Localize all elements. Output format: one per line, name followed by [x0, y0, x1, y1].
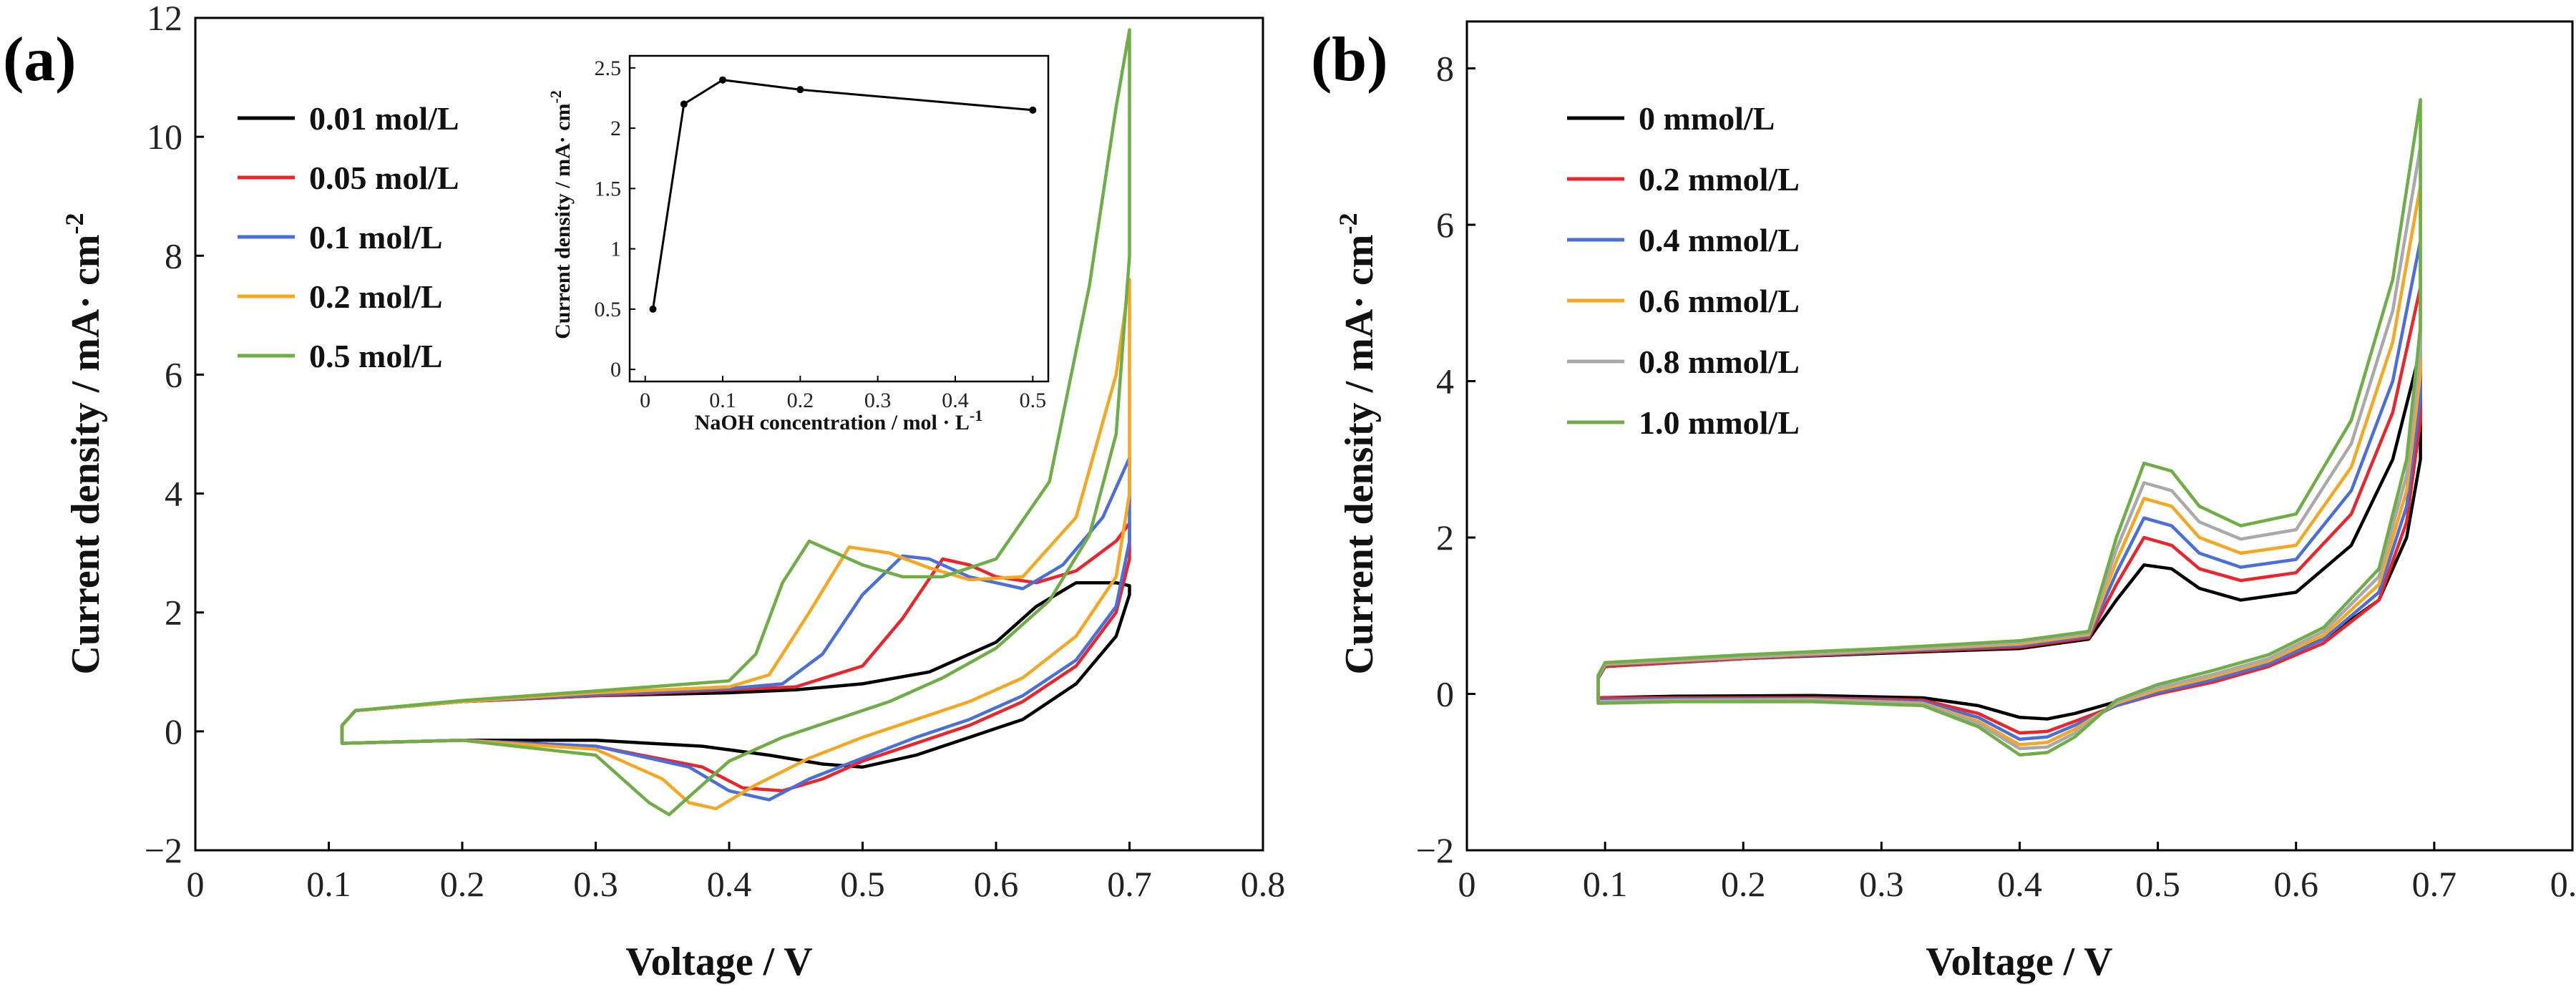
legend-label: 0.05 mol/L — [309, 160, 459, 196]
series-group-a — [340, 28, 1131, 817]
inset-x-tick-label: 0.1 — [709, 389, 736, 412]
y-tick-label: 2 — [1436, 517, 1454, 558]
inset-y-tick-label: 0 — [610, 358, 621, 381]
legend-label: 0.4 mmol/L — [1639, 222, 1800, 258]
series-group-b — [1596, 97, 2422, 757]
inset-x-axis-label-sup: -1 — [970, 407, 982, 424]
series-line-6 — [1596, 97, 2422, 757]
legend-label: 0.2 mmol/L — [1639, 161, 1800, 198]
y-axis-label-a: Current density / mA· cm-2 — [60, 213, 108, 675]
inset-y-tick-labels: 0 0.5 1 1.5 2 2.5 — [595, 57, 635, 381]
inset-y-tick-label: 2.5 — [595, 57, 622, 80]
legend-label: 0.5 mol/L — [309, 338, 443, 374]
y-tick-label: 8 — [1436, 49, 1454, 89]
x-tick-label: 0.1 — [1583, 864, 1628, 904]
inset-x-tick-label: 0.4 — [942, 389, 969, 412]
x-tick-label: 0.8 — [1241, 864, 1286, 904]
inset-y-tick-label: 1 — [610, 238, 621, 261]
series-line-4 — [340, 278, 1131, 811]
y-tick-labels-a: −2 0 2 4 6 8 10 12 — [145, 0, 204, 870]
y-tick-label: 10 — [147, 117, 182, 157]
inset-x-axis-label-text: NaOH concentration / mol · L — [695, 411, 970, 434]
x-tick-label: 0.5 — [2135, 864, 2180, 904]
y-axis-label-b-text: Current density / mA· cm — [1337, 235, 1382, 675]
legend-label: 0.1 mol/L — [309, 219, 443, 256]
x-tick-label: 0.6 — [2274, 864, 2319, 904]
x-tick-label: 0.2 — [1721, 864, 1766, 904]
y-tick-labels-b: −2 0 2 4 6 8 — [1416, 49, 1475, 870]
panel-label-b: (b) — [1311, 25, 1388, 94]
y-tick-label: 0 — [165, 711, 182, 752]
x-tick-label: 0.1 — [306, 864, 351, 904]
x-tick-label: 0.3 — [1859, 864, 1904, 904]
y-tick-label: 6 — [1436, 205, 1454, 245]
x-tick-labels-b: 0 0.1 0.2 0.3 0.4 0.5 0.6 0.7 0.8 — [1458, 842, 2576, 904]
x-tick-label: 0 — [1458, 864, 1476, 904]
y-tick-label: 12 — [147, 0, 182, 38]
x-tick-label: 0.5 — [840, 864, 885, 904]
x-tick-label: 0.4 — [1997, 864, 2042, 904]
x-tick-label: 0.7 — [2412, 864, 2457, 904]
y-axis-label-a-sup: -2 — [60, 213, 89, 235]
inset-y-tick-label: 2 — [610, 117, 621, 140]
chart-a: (a) 0 0.1 0.2 0.3 0.4 0.5 0.6 0.7 0.8 −202468101… — [3, 0, 1285, 984]
series-line-5 — [340, 28, 1131, 817]
y-axis-label-a-text: Current density / mA· cm — [64, 235, 108, 675]
inset-series — [649, 76, 1037, 313]
inset-y-tick-label: 0.5 — [595, 298, 622, 321]
y-tick-label: 4 — [165, 474, 182, 514]
legend-label: 0.01 mol/L — [309, 100, 459, 137]
x-tick-label: 0.2 — [440, 864, 485, 904]
x-tick-label: 0.8 — [2550, 864, 2576, 904]
legend-label: 0.8 mmol/L — [1639, 344, 1800, 380]
series-line-3 — [340, 456, 1131, 802]
legend-label: 0 mmol/L — [1639, 100, 1775, 137]
inset-x-tick-label: 0.3 — [864, 389, 892, 412]
y-tick-label: −2 — [145, 830, 182, 870]
inset-data-point — [719, 76, 726, 84]
y-tick-label: 2 — [165, 593, 182, 633]
x-tick-labels-a: 0 0.1 0.2 0.3 0.4 0.5 0.6 0.7 0.8 — [187, 842, 1286, 904]
inset-x-tick-label: 0.2 — [787, 389, 814, 412]
inset-frame — [628, 54, 1050, 383]
inset-x-tick-labels: 0 0.1 0.2 0.3 0.4 0.5 — [640, 376, 1046, 412]
x-axis-label-a: Voltage / V — [625, 940, 812, 984]
x-tick-label: 0 — [187, 864, 205, 904]
y-tick-label: 6 — [165, 354, 182, 394]
y-tick-label: −2 — [1416, 830, 1454, 870]
legend-label: 0.2 mol/L — [309, 278, 443, 315]
inset-x-tick-label: 0.5 — [1020, 389, 1047, 412]
x-axis-label-b: Voltage / V — [1926, 940, 2112, 984]
panel-label-a: (a) — [3, 25, 77, 94]
inset-data-point — [796, 86, 804, 94]
legend-label: 1.0 mmol/L — [1639, 404, 1800, 441]
x-tick-label: 0.3 — [573, 864, 618, 904]
x-tick-label: 0.7 — [1107, 864, 1152, 904]
legend-label: 0.6 mmol/L — [1639, 283, 1800, 319]
y-tick-label: 8 — [165, 235, 182, 276]
inset-data-point — [649, 305, 657, 313]
plot-frame-b — [1465, 20, 2574, 852]
legend-b: 0 mmol/L 0.2 mmol/L 0.4 mmol/L 0.6 mmol/L 0.… — [1567, 100, 1800, 441]
inset-y-axis-label: Current density / mA· cm-2 — [547, 90, 575, 339]
legend-a: 0.01 mol/L 0.05 mol/L 0.1 mol/L 0.2 mol/L 0.… — [238, 100, 459, 374]
y-axis-label-b-sup: -2 — [1334, 213, 1362, 235]
inset-y-axis-label-text: Current density / mA· cm — [551, 103, 575, 339]
inset-y-tick-label: 1.5 — [595, 177, 622, 200]
inset-data-point — [1029, 106, 1037, 114]
x-tick-label: 0.4 — [707, 864, 752, 904]
inset-x-tick-label: 0 — [640, 389, 650, 412]
inset-data-point — [680, 100, 688, 108]
y-axis-label-b: Current density / mA· cm-2 — [1334, 213, 1382, 675]
inset-x-axis-label: NaOH concentration / mol · L-1 — [695, 407, 982, 434]
inset-chart-a: 0 0.1 0.2 0.3 0.4 0.5 0 0.5 1 1.5 2 2.5 NaOH conce… — [547, 54, 1050, 434]
inset-y-axis-label-sup: -2 — [547, 90, 565, 103]
x-tick-label: 0.6 — [974, 864, 1019, 904]
y-tick-label: 4 — [1436, 361, 1454, 402]
y-tick-label: 0 — [1436, 674, 1454, 714]
